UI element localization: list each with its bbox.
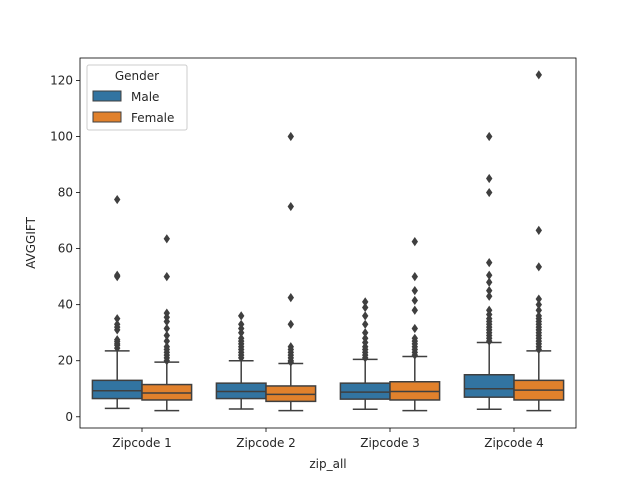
outlier-point	[535, 294, 542, 304]
box-male-3	[339, 297, 391, 410]
outlier-point	[114, 335, 121, 345]
outlier-point	[486, 270, 493, 280]
legend-label-male: Male	[131, 90, 159, 104]
box-iqr	[463, 373, 515, 398]
y-tick-label: 80	[58, 186, 73, 200]
box-iqr	[91, 379, 143, 400]
outlier-point	[486, 258, 493, 268]
axes-frame	[79, 57, 577, 429]
outlier-point	[362, 319, 369, 329]
y-tick-label: 20	[58, 354, 73, 368]
box-female-3	[389, 236, 441, 412]
outlier-point	[163, 336, 170, 346]
y-tick-label: 40	[58, 298, 73, 312]
outlier-point	[163, 234, 170, 244]
outlier-point	[486, 173, 493, 184]
x-tick-label: Zipcode 2	[236, 436, 296, 450]
box-female-2	[265, 131, 317, 412]
legend-label-female: Female	[131, 111, 174, 125]
outlier-point	[486, 305, 493, 315]
outlier-point	[535, 262, 542, 272]
legend-swatch-male	[92, 90, 122, 102]
outlier-point	[535, 311, 542, 321]
outlier-point	[287, 201, 294, 212]
outlier-point	[486, 131, 493, 142]
outlier-point	[114, 319, 121, 329]
x-tick-label: Zipcode 4	[484, 436, 544, 450]
outlier-point	[114, 270, 121, 280]
outlier-point	[163, 272, 170, 282]
outlier-point	[411, 272, 418, 282]
y-tick-label: 100	[50, 129, 73, 143]
legend: Gender Male Female	[86, 64, 188, 131]
box-iqr	[339, 382, 391, 400]
legend-title: Gender	[115, 69, 159, 83]
outlier-point	[287, 293, 294, 303]
outlier-point	[287, 319, 294, 329]
box-male-1	[91, 194, 143, 410]
outlier-point	[411, 323, 418, 334]
outlier-point	[486, 291, 493, 301]
box-female-1	[141, 234, 193, 412]
x-axis: Zipcode 1 Zipcode 2 Zipcode 3 Zipcode 4	[112, 428, 544, 450]
outlier-point	[535, 70, 542, 80]
outlier-point	[486, 187, 493, 198]
outlier-point	[163, 308, 170, 318]
outlier-point	[114, 314, 121, 324]
outlier-point	[362, 333, 369, 343]
outlier-point	[114, 194, 121, 205]
outlier-point	[238, 319, 245, 329]
outlier-point	[238, 333, 245, 343]
outlier-point	[362, 328, 369, 338]
legend-swatch-female	[92, 111, 122, 123]
outlier-point	[486, 277, 493, 287]
outlier-point	[362, 302, 369, 313]
plot-area	[91, 70, 565, 412]
outlier-point	[535, 225, 542, 235]
outlier-point	[362, 311, 369, 321]
y-axis-label: AVGGIFT	[24, 216, 38, 268]
box-male-4	[463, 131, 515, 410]
outlier-point	[362, 297, 369, 307]
x-axis-label: zip_all	[309, 457, 346, 471]
outlier-point	[535, 305, 542, 315]
outlier-point	[163, 342, 170, 352]
box-female-4	[513, 70, 565, 412]
y-tick-label: 0	[65, 410, 73, 424]
y-axis: 0 20 40 60 80 100 120	[50, 73, 80, 424]
outlier-point	[411, 286, 418, 296]
x-tick-label: Zipcode 3	[360, 436, 420, 450]
y-tick-label: 60	[58, 242, 73, 256]
outlier-point	[411, 305, 418, 315]
outlier-point	[411, 333, 418, 343]
outlier-point	[535, 300, 542, 310]
outlier-point	[238, 311, 245, 321]
outlier-point	[287, 131, 294, 142]
x-tick-label: Zipcode 1	[112, 436, 172, 450]
outlier-point	[486, 286, 493, 296]
outlier-point	[287, 342, 294, 352]
y-tick-label: 120	[50, 73, 73, 87]
outlier-point	[163, 323, 170, 334]
box-male-2	[215, 311, 267, 410]
outlier-point	[411, 295, 418, 306]
outlier-point	[411, 236, 418, 247]
outlier-point	[163, 330, 170, 341]
